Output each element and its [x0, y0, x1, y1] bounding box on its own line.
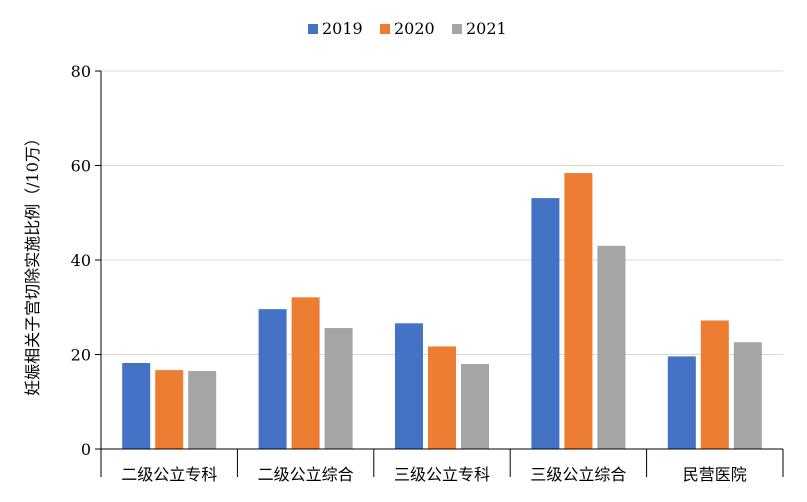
legend-swatch-2021 — [452, 24, 462, 34]
x-tick-label-3: 三级公立综合 — [530, 465, 626, 484]
gridlines — [101, 70, 783, 355]
legend-label-2019: 2019 — [322, 19, 363, 38]
x-tick-label-2: 三级公立专科 — [394, 465, 490, 484]
bar-2020-2 — [428, 346, 456, 449]
y-tick-label-20: 20 — [71, 346, 91, 365]
y-tick-label-80: 80 — [71, 62, 91, 81]
legend: 2019 2020 2021 — [308, 19, 507, 38]
x-tick-label-0: 二级公立专科 — [121, 465, 217, 484]
legend-swatch-2019 — [308, 24, 318, 34]
legend-label-2021: 2021 — [466, 19, 507, 38]
y-tick-label-40: 40 — [71, 251, 91, 270]
bar-2019-3 — [531, 198, 560, 449]
bar-2020-1 — [291, 297, 320, 449]
bar-2020-4 — [700, 320, 729, 449]
legend-swatch-2020 — [380, 24, 390, 34]
bars — [122, 173, 762, 449]
y-tick-label-0: 0 — [81, 440, 91, 459]
bar-2020-0 — [155, 370, 184, 449]
bar-2019-4 — [667, 356, 696, 449]
bar-2021-3 — [597, 245, 626, 449]
bar-2021-0 — [188, 371, 217, 449]
bar-2021-2 — [461, 363, 489, 449]
x-tick-label-4: 民营医院 — [683, 465, 747, 484]
bar-2021-4 — [733, 342, 762, 449]
bar-2019-0 — [122, 363, 151, 449]
axes: 0 20 40 60 80 二级公立专科 二级公立综合 三级公立专科 三级公立综合 民营医院 — [71, 62, 784, 484]
y-tick-label-60: 60 — [71, 157, 91, 176]
bar-2019-2 — [395, 323, 423, 449]
x-tick-label-1: 二级公立综合 — [258, 465, 354, 484]
bar-2021-1 — [324, 328, 353, 449]
bar-2019-1 — [258, 309, 287, 449]
y-axis-label: 妊娠相关子宫切除实施比例（/10万） — [23, 130, 42, 396]
legend-label-2020: 2020 — [394, 19, 435, 38]
bar-2020-3 — [564, 173, 593, 449]
